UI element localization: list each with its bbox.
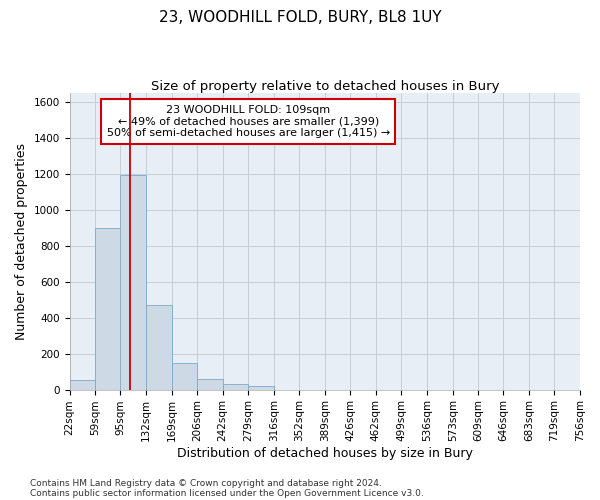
Bar — [95, 228, 121, 390]
Text: Contains HM Land Registry data © Crown copyright and database right 2024.: Contains HM Land Registry data © Crown c… — [30, 478, 382, 488]
Text: 23, WOODHILL FOLD, BURY, BL8 1UY: 23, WOODHILL FOLD, BURY, BL8 1UY — [158, 10, 442, 25]
Bar — [120, 175, 146, 390]
Bar — [70, 380, 95, 390]
Bar — [172, 362, 197, 390]
Text: Contains public sector information licensed under the Open Government Licence v3: Contains public sector information licen… — [30, 488, 424, 498]
Title: Size of property relative to detached houses in Bury: Size of property relative to detached ho… — [151, 80, 499, 93]
Bar — [197, 379, 223, 390]
Bar — [248, 386, 274, 390]
Text: 23 WOODHILL FOLD: 109sqm
← 49% of detached houses are smaller (1,399)
50% of sem: 23 WOODHILL FOLD: 109sqm ← 49% of detach… — [107, 105, 390, 138]
Bar — [146, 305, 172, 390]
Bar — [223, 384, 248, 390]
X-axis label: Distribution of detached houses by size in Bury: Distribution of detached houses by size … — [177, 447, 473, 460]
Y-axis label: Number of detached properties: Number of detached properties — [15, 143, 28, 340]
